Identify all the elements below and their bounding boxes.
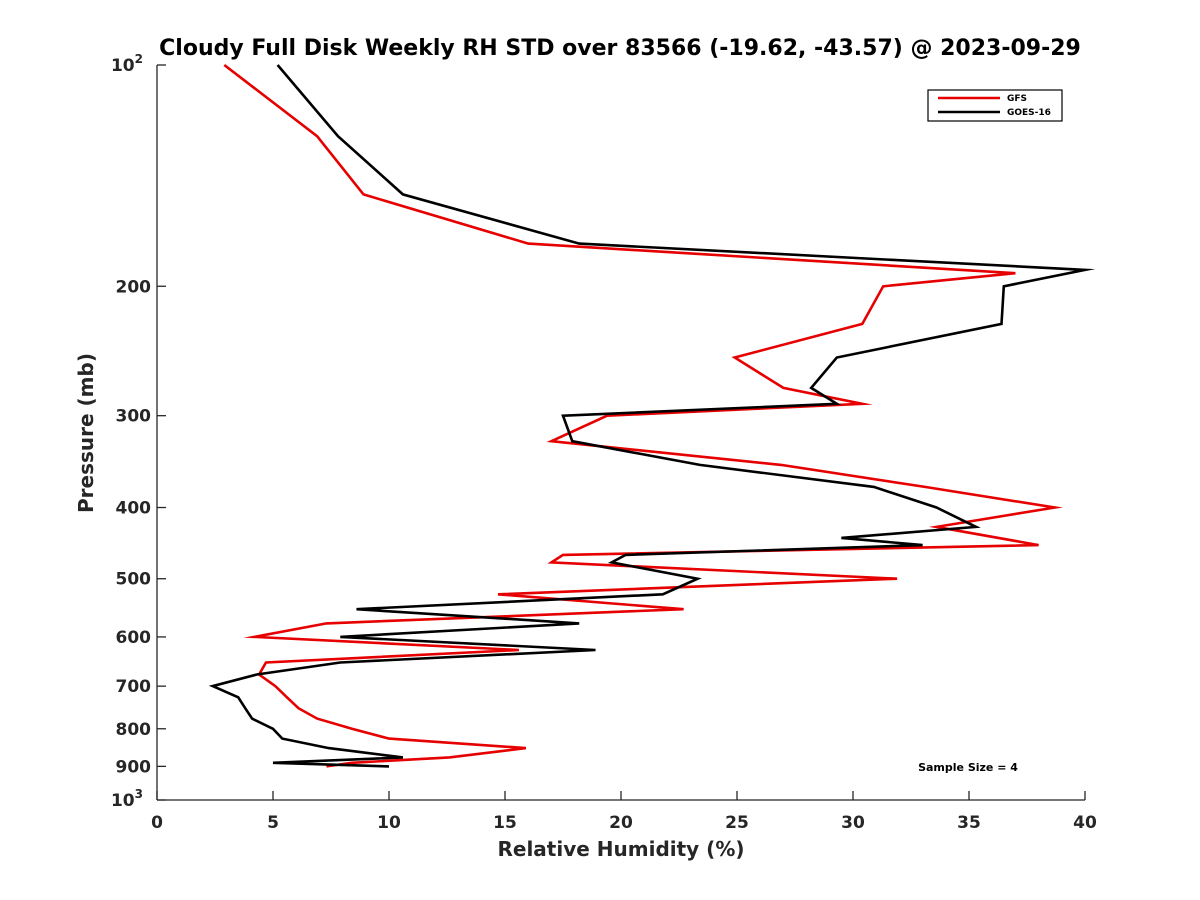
y-tick-label-600: 600 bbox=[116, 628, 152, 648]
series-line-goes-16 bbox=[208, 64, 1096, 768]
x-tick-label-5: 5 bbox=[267, 813, 279, 833]
y-tick-label-500: 500 bbox=[116, 570, 152, 590]
x-tick-label-25: 25 bbox=[725, 813, 749, 833]
axes: 0 5 10 15 20 25 30 35 40 102 200 300 400 500 600 700 800… bbox=[111, 52, 1097, 833]
y-tick-label-800: 800 bbox=[116, 720, 152, 740]
y-tick-label-700: 700 bbox=[116, 677, 152, 697]
x-tick-label-30: 30 bbox=[841, 813, 865, 833]
x-tick-label-35: 35 bbox=[957, 813, 981, 833]
plot-area bbox=[208, 63, 1096, 768]
y-tick-label-1000: 103 bbox=[111, 787, 143, 811]
y-tick-label-100: 102 bbox=[111, 52, 143, 76]
x-tick-label-10: 10 bbox=[377, 813, 401, 833]
y-axis-label: Pressure (mb) bbox=[74, 353, 98, 513]
legend-box bbox=[927, 89, 1063, 122]
chart-title: Cloudy Full Disk Weekly RH STD over 8356… bbox=[159, 36, 1081, 61]
x-tick-label-20: 20 bbox=[609, 813, 633, 833]
legend-label-gfs: GFS bbox=[1007, 94, 1027, 104]
legend: GFS GOES-16 bbox=[927, 89, 1063, 122]
x-tick-label-0: 0 bbox=[151, 813, 163, 833]
legend-label-goes-16: GOES-16 bbox=[1007, 108, 1051, 118]
y-tick-label-200: 200 bbox=[116, 277, 152, 297]
y-tick-label-300: 300 bbox=[116, 407, 152, 427]
x-axis-label: Relative Humidity (%) bbox=[497, 837, 744, 861]
y-tick-label-400: 400 bbox=[116, 499, 152, 519]
x-tick-label-15: 15 bbox=[493, 813, 517, 833]
series-line-gfs bbox=[223, 63, 1063, 768]
sample-size-annotation: Sample Size = 4 bbox=[918, 761, 1018, 774]
x-tick-label-40: 40 bbox=[1073, 813, 1097, 833]
y-tick-label-900: 900 bbox=[116, 757, 152, 777]
